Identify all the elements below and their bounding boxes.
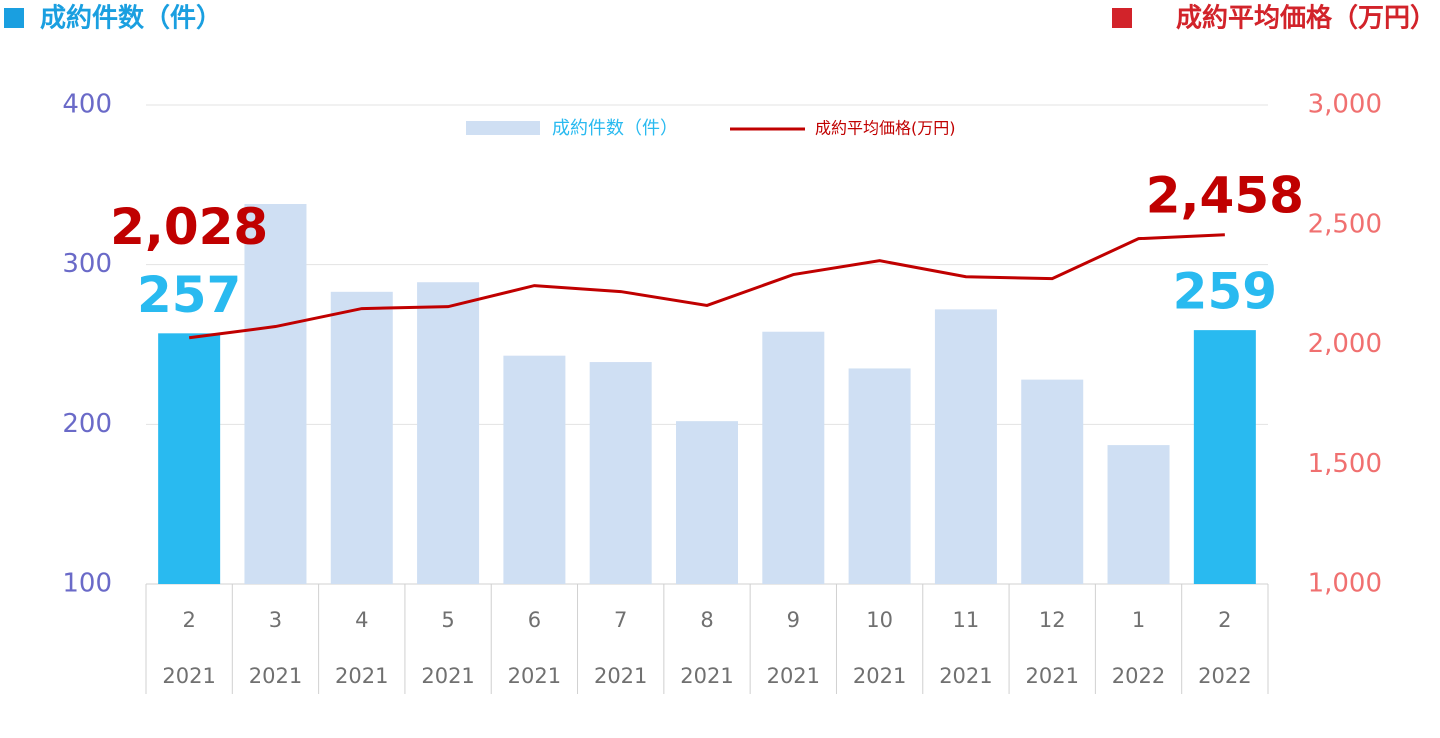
x-tick-label-year: 2022 <box>1112 664 1165 688</box>
x-tick-label: 2 <box>182 608 195 632</box>
bar <box>503 355 566 584</box>
line-value-label: 2,028 <box>110 198 268 256</box>
x-tick-label: 10 <box>866 608 893 632</box>
x-tick-label: 6 <box>528 608 541 632</box>
line <box>188 233 1225 340</box>
y2-tick-label: 1,000 <box>1308 569 1382 599</box>
title-marker <box>1112 8 1132 28</box>
bar <box>848 368 911 584</box>
y-tick-label: 400 <box>62 90 112 120</box>
y2-tick-label: 2,000 <box>1308 329 1382 359</box>
x-tick-label: 1 <box>1132 608 1145 632</box>
x-tick-label-year: 2021 <box>767 664 820 688</box>
bar <box>330 291 393 584</box>
y-tick-label: 300 <box>62 249 112 279</box>
x-tick-label-year: 2021 <box>249 664 302 688</box>
y2-tick-label: 3,000 <box>1308 90 1382 120</box>
y2-tick-label: 2,500 <box>1308 209 1382 239</box>
bar <box>1193 330 1256 584</box>
x-tick-label: 11 <box>953 608 980 632</box>
x-tick-label-year: 2022 <box>1198 664 1251 688</box>
y-tick-label: 100 <box>62 569 112 599</box>
bar-value-label: 259 <box>1173 263 1277 321</box>
x-tick-label-year: 2021 <box>939 664 992 688</box>
y-tick-label: 200 <box>62 409 112 439</box>
bar-value-label: 257 <box>137 266 241 324</box>
x-tick-label: 2 <box>1218 608 1231 632</box>
x-tick-label-year: 2021 <box>335 664 388 688</box>
x-tick-label-year: 2021 <box>1026 664 1079 688</box>
legend-label: 成約件数（件） <box>552 118 678 139</box>
x-tick-label: 7 <box>614 608 627 632</box>
x-tick-label: 5 <box>441 608 454 632</box>
x-tick-label-year: 2021 <box>594 664 647 688</box>
x-tick-label-year: 2021 <box>162 664 215 688</box>
legend-label: 成約平均価格(万円) <box>815 119 956 138</box>
bar <box>1021 379 1084 584</box>
chart-title-right: 成約平均価格（万円） <box>1176 3 1436 34</box>
bar <box>417 282 480 584</box>
x-tick-label: 3 <box>269 608 282 632</box>
x-tick-label: 4 <box>355 608 368 632</box>
bar <box>589 362 652 584</box>
bar <box>762 331 825 584</box>
bar <box>244 203 307 584</box>
chart-title: 成約件数（件） <box>40 3 222 34</box>
line-value-label: 2,458 <box>1146 166 1304 224</box>
x-tick-label-year: 2021 <box>421 664 474 688</box>
x-tick-label: 9 <box>787 608 800 632</box>
x-tick-label-year: 2021 <box>508 664 561 688</box>
bar <box>1107 445 1170 584</box>
y2-tick-label: 1,500 <box>1308 449 1382 479</box>
title-marker <box>4 8 24 28</box>
x-tick-label-year: 2021 <box>680 664 733 688</box>
legend-swatch <box>466 121 540 135</box>
bar <box>158 333 221 584</box>
x-tick-label-year: 2021 <box>853 664 906 688</box>
bar <box>676 421 738 584</box>
x-tick-label: 8 <box>700 608 713 632</box>
bar <box>934 309 997 584</box>
x-tick-label: 12 <box>1039 608 1066 632</box>
